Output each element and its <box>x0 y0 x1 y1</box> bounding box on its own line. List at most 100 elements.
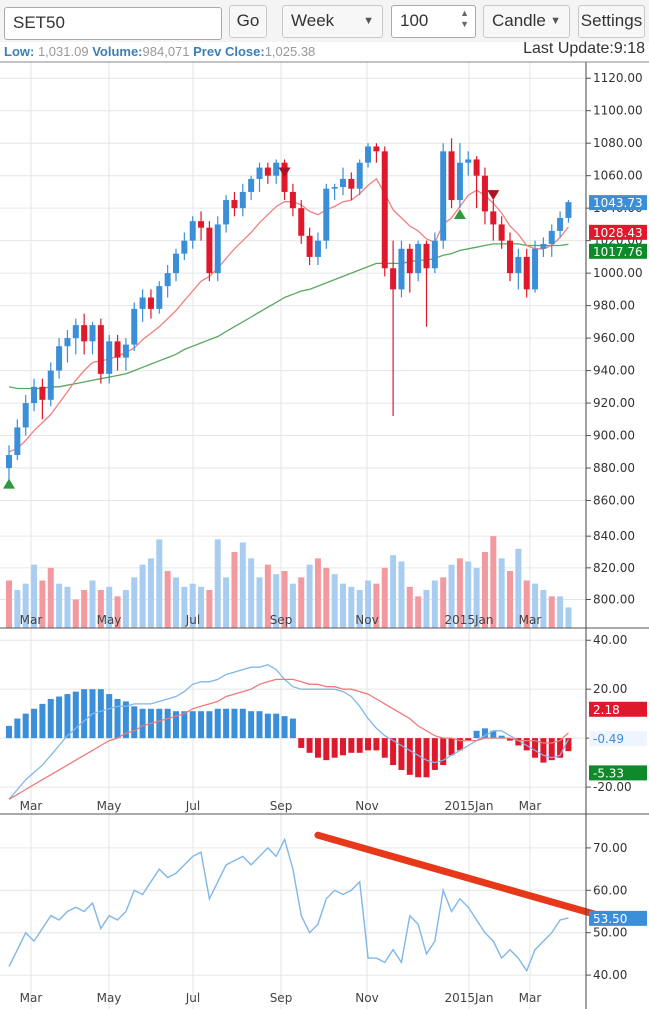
macd-histogram-bar <box>381 738 388 758</box>
macd-histogram-bar <box>448 738 455 756</box>
go-button-label: Go <box>236 11 260 30</box>
macd-histogram-bar <box>281 716 288 739</box>
volume-bar <box>348 586 355 628</box>
price-tick-label: 920.00 <box>593 396 635 410</box>
volume-bar <box>264 564 271 628</box>
settings-button[interactable]: Settings <box>578 5 645 38</box>
volume-bar <box>248 558 255 628</box>
macd-histogram-bar <box>348 738 355 753</box>
x-tick-label: 2015Jan <box>444 799 493 813</box>
price-tick-label: 960.00 <box>593 331 635 345</box>
candle-body <box>390 268 397 290</box>
price-tick-label: 900.00 <box>593 429 635 443</box>
ma-short-badge-bg <box>589 224 647 240</box>
macd-histogram-bar <box>515 738 522 746</box>
macd-line-badge: -0.49 <box>593 732 624 746</box>
volume-bar <box>557 596 564 628</box>
ma-long-line <box>8 243 569 390</box>
candles <box>6 138 572 482</box>
candle-body <box>164 273 171 287</box>
rsi-tick-label: 60.00 <box>593 883 627 897</box>
macd-histogram-bar <box>97 689 104 739</box>
macd-hist-badge-bg <box>589 765 647 781</box>
quote-stats: Low: 1,031.09 Volume:984,071 Prev Close:… <box>4 44 315 59</box>
go-button[interactable]: Go <box>229 5 267 38</box>
rsi-tick-label: 70.00 <box>593 841 627 855</box>
period-select[interactable]: Week ▼ <box>282 5 383 38</box>
macd-hist-badge: -5.33 <box>593 766 624 780</box>
candle-body <box>22 403 29 428</box>
rsi-tick-label: 50.00 <box>593 926 627 940</box>
volume-bar <box>6 580 12 628</box>
chart-style-select[interactable]: Candle ▼ <box>483 5 570 38</box>
candle-body <box>515 256 522 274</box>
candle-body <box>122 344 129 358</box>
candle-body <box>64 338 71 347</box>
volume-bar <box>532 583 539 628</box>
candle-body <box>356 162 363 189</box>
volume-bar <box>356 590 363 628</box>
macd-histogram-bar <box>64 694 71 739</box>
volume-bar <box>64 586 71 628</box>
candle-body <box>72 325 79 339</box>
candle-body <box>365 146 372 163</box>
volume-bar <box>373 583 380 628</box>
x-tick-label: May <box>97 613 122 627</box>
volume-bar <box>381 567 388 628</box>
macd-histogram-bar <box>6 725 12 739</box>
volume-bar <box>548 596 555 628</box>
candle-body <box>406 248 413 274</box>
candle-body <box>14 427 21 456</box>
volume-bar <box>498 558 505 628</box>
volume-bar <box>440 577 447 628</box>
trend-annotation-line <box>314 831 602 919</box>
macd-histogram-bar <box>139 708 146 739</box>
sell-signal-icon <box>487 190 500 201</box>
candle-body <box>481 175 488 212</box>
candle-body <box>47 370 54 400</box>
macd-signal-badge: 2.18 <box>593 703 620 717</box>
x-tick-label: Mar <box>20 991 43 1005</box>
volume-bar <box>456 558 463 628</box>
x-tick-label: Mar <box>20 799 43 813</box>
signal-markers <box>3 167 500 489</box>
macd-histogram-bar <box>81 689 88 739</box>
macd-histogram-bar <box>565 738 572 752</box>
candle-body <box>340 178 346 188</box>
volume-bar <box>431 580 438 628</box>
symbol-input[interactable]: SET50 <box>4 7 222 40</box>
price-tick-label: 860.00 <box>593 494 635 508</box>
volume-bar <box>131 577 138 628</box>
macd-histogram-bar <box>56 696 63 739</box>
macd-histogram-bar <box>440 738 447 766</box>
candle-body <box>273 162 280 176</box>
symbol-input-value: SET50 <box>13 13 65 32</box>
volume-bar <box>415 596 422 628</box>
macd-histogram-bar <box>331 738 338 758</box>
info-bar: Low: 1,031.09 Volume:984,071 Prev Close:… <box>0 40 649 73</box>
candle-body <box>423 243 430 269</box>
candle-body <box>507 240 513 274</box>
x-tick-label: Jul <box>185 799 200 813</box>
x-axis-labels: Mar May Jul Sep Nov 2015Jan Mar Mar May Jul Sep Nov… <box>20 613 542 1005</box>
macd-histogram-bar <box>298 738 305 748</box>
candle-body <box>97 325 104 374</box>
macd-histogram-bar <box>323 738 330 761</box>
volume-bar <box>106 586 113 628</box>
candle-body <box>448 151 455 201</box>
rsi-badge: 53.50 <box>593 912 627 926</box>
candle-body <box>239 191 246 209</box>
macd-histogram-bar <box>264 713 271 739</box>
candle-body <box>139 297 146 309</box>
volume-bar <box>114 596 121 628</box>
volume-bar <box>256 577 263 628</box>
count-stepper[interactable]: 100 ▲ ▼ <box>391 5 476 38</box>
candle-body <box>231 200 238 209</box>
candle-body <box>348 178 355 189</box>
spinner-arrows-icon[interactable]: ▲ ▼ <box>460 8 469 29</box>
period-select-value: Week <box>291 11 335 30</box>
volume-bar <box>398 561 405 628</box>
candle-body <box>373 146 380 152</box>
macd-histogram-bar <box>340 738 346 756</box>
